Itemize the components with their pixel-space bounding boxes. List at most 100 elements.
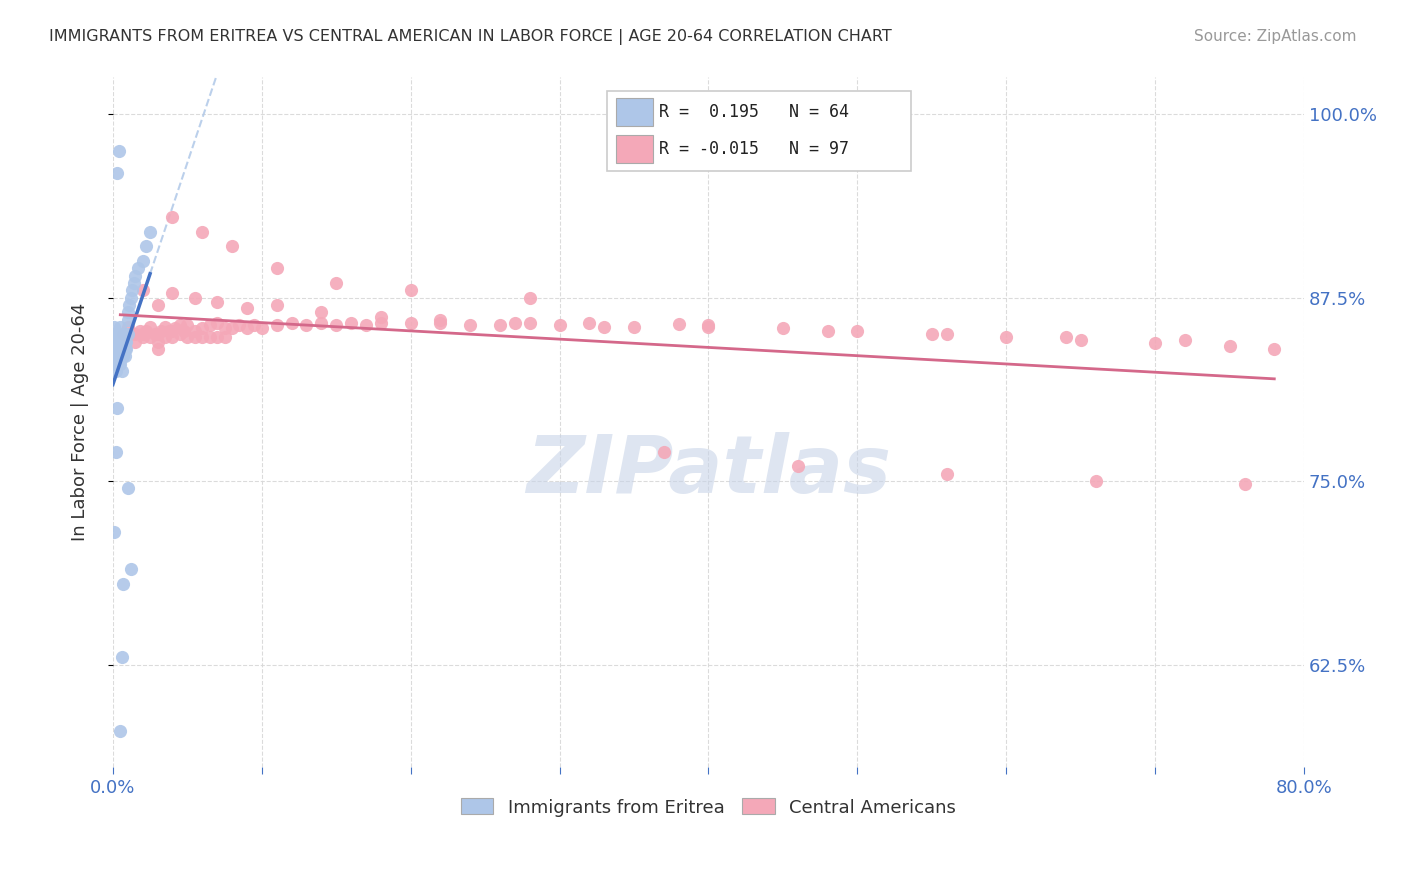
Point	[668, 317, 690, 331]
Point	[266, 261, 288, 276]
Point	[139, 320, 162, 334]
Point	[112, 327, 135, 342]
Point	[117, 320, 139, 334]
Point	[121, 283, 143, 297]
Point	[280, 316, 302, 330]
Point	[114, 342, 136, 356]
Point	[115, 334, 138, 349]
Point	[1233, 477, 1256, 491]
Point	[112, 576, 135, 591]
Point	[370, 310, 392, 324]
Point	[103, 349, 125, 363]
Point	[354, 318, 377, 333]
Point	[104, 349, 127, 363]
Point	[108, 342, 131, 356]
Point	[139, 225, 162, 239]
Point	[1070, 333, 1092, 347]
Legend: Immigrants from Eritrea, Central Americans: Immigrants from Eritrea, Central America…	[454, 791, 963, 824]
Point	[214, 321, 236, 335]
Point	[153, 330, 176, 344]
Point	[105, 327, 128, 342]
Point	[1263, 342, 1285, 356]
Text: IMMIGRANTS FROM ERITREA VS CENTRAL AMERICAN IN LABOR FORCE | AGE 20-64 CORRELATI: IMMIGRANTS FROM ERITREA VS CENTRAL AMERI…	[49, 29, 891, 45]
Point	[399, 283, 422, 297]
Point	[935, 467, 957, 481]
Text: ZIPatlas: ZIPatlas	[526, 432, 891, 509]
Point	[221, 239, 243, 253]
Point	[697, 318, 720, 333]
Point	[205, 295, 228, 310]
Point	[159, 324, 181, 338]
Point	[105, 357, 128, 371]
Point	[935, 327, 957, 342]
Point	[370, 316, 392, 330]
Point	[191, 330, 214, 344]
Point	[921, 327, 943, 342]
Point	[489, 318, 512, 333]
Point	[325, 276, 347, 290]
Point	[112, 342, 135, 356]
Point	[103, 525, 125, 540]
Point	[120, 327, 142, 342]
Point	[191, 225, 214, 239]
Point	[1054, 330, 1077, 344]
Point	[143, 327, 166, 342]
Point	[191, 321, 214, 335]
Text: Source: ZipAtlas.com: Source: ZipAtlas.com	[1194, 29, 1357, 44]
Point	[112, 327, 135, 342]
Point	[146, 342, 169, 356]
Point	[112, 349, 135, 363]
Point	[311, 316, 333, 330]
Point	[295, 318, 318, 333]
Point	[110, 334, 132, 349]
Point	[652, 444, 675, 458]
Point	[103, 334, 125, 349]
Point	[104, 334, 127, 349]
Point	[243, 318, 266, 333]
Point	[266, 298, 288, 312]
Point	[108, 334, 131, 349]
Point	[108, 327, 131, 342]
Point	[623, 320, 645, 334]
Point	[105, 342, 128, 356]
Point	[162, 324, 184, 338]
Point	[325, 318, 347, 333]
Point	[162, 286, 184, 301]
Point	[399, 316, 422, 330]
Point	[111, 349, 134, 363]
Point	[184, 291, 207, 305]
Point	[118, 298, 141, 312]
Point	[104, 364, 127, 378]
Point	[184, 324, 207, 338]
Point	[173, 324, 195, 338]
Point	[108, 357, 131, 371]
Point	[1174, 333, 1197, 347]
Point	[198, 318, 221, 333]
Point	[120, 562, 142, 576]
Y-axis label: In Labor Force | Age 20-64: In Labor Force | Age 20-64	[72, 303, 89, 541]
Point	[1144, 336, 1167, 351]
Point	[135, 239, 157, 253]
Point	[117, 327, 139, 342]
Point	[236, 321, 259, 335]
Point	[153, 320, 176, 334]
Point	[110, 320, 132, 334]
Point	[169, 318, 191, 333]
Point	[103, 320, 125, 334]
Point	[124, 268, 146, 283]
Point	[593, 320, 616, 334]
Point	[110, 342, 132, 356]
Point	[995, 330, 1018, 344]
Point	[103, 342, 125, 356]
Point	[176, 318, 198, 333]
Point	[548, 318, 571, 333]
Point	[105, 349, 128, 363]
Point	[503, 316, 526, 330]
Point	[198, 330, 221, 344]
Point	[117, 305, 139, 319]
Point	[146, 327, 169, 342]
Point	[105, 334, 128, 349]
Point	[697, 320, 720, 334]
Point	[221, 321, 243, 335]
Point	[458, 318, 481, 333]
